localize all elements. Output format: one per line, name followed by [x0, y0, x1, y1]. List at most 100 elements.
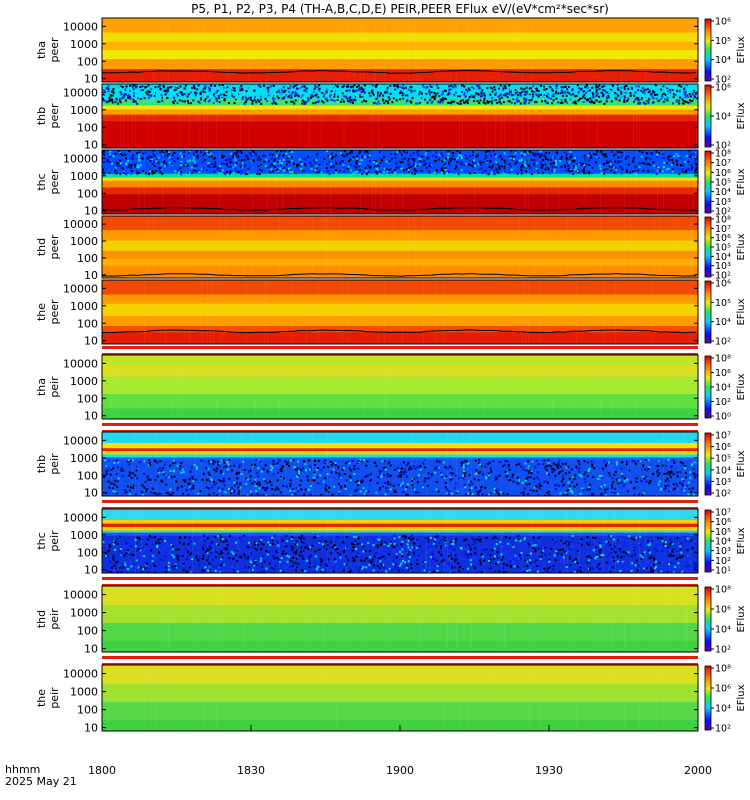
noise-pixel [647, 163, 650, 166]
noise-pixel [184, 164, 187, 167]
noise-pixel [456, 161, 459, 164]
noise-pixel [154, 86, 157, 89]
time-striation [228, 432, 229, 496]
noise-pixel [684, 158, 687, 161]
time-striation [531, 18, 532, 82]
energy-band [102, 104, 698, 110]
noise-pixel [525, 93, 528, 96]
noise-pixel [537, 93, 540, 96]
noise-pixel [474, 162, 477, 165]
noise-pixel [668, 95, 671, 98]
time-striation [279, 216, 280, 278]
noise-pixel [293, 490, 296, 493]
noise-pixel [448, 92, 451, 95]
noise-pixel [487, 493, 490, 496]
noise-pixel [223, 88, 226, 91]
noise-pixel [184, 157, 187, 160]
noise-pixel [459, 163, 462, 166]
noise-pixel [379, 473, 382, 476]
noise-pixel [486, 96, 489, 99]
noise-pixel [228, 458, 231, 461]
noise-pixel [494, 88, 497, 91]
noise-pixel [633, 157, 636, 160]
noise-pixel [616, 161, 619, 164]
noise-pixel [638, 150, 641, 153]
noise-pixel [255, 153, 258, 156]
noise-pixel [635, 477, 638, 480]
noise-pixel [555, 463, 558, 466]
noise-pixel [620, 153, 623, 156]
noise-pixel [239, 483, 242, 486]
time-striation [375, 150, 376, 214]
noise-pixel [230, 161, 233, 164]
noise-pixel [475, 469, 478, 472]
noise-pixel [342, 95, 345, 98]
noise-pixel [685, 169, 688, 172]
noise-pixel [277, 89, 280, 92]
noise-pixel [629, 481, 632, 484]
noise-pixel [433, 171, 436, 174]
time-striation [324, 216, 325, 278]
noise-pixel [157, 156, 160, 159]
noise-pixel [146, 157, 149, 160]
noise-pixel [350, 150, 353, 153]
noise-pixel [135, 467, 138, 470]
noise-pixel [198, 171, 201, 174]
noise-pixel [221, 95, 224, 98]
noise-pixel [679, 461, 682, 464]
noise-pixel [102, 99, 105, 102]
noise-pixel [356, 476, 359, 479]
noise-pixel [465, 460, 468, 463]
noise-pixel [614, 172, 617, 175]
noise-pixel [238, 463, 241, 466]
noise-pixel [366, 158, 369, 161]
noise-pixel [258, 484, 261, 487]
noise-pixel [159, 151, 162, 154]
noise-pixel [461, 476, 464, 479]
noise-pixel [125, 167, 128, 170]
noise-pixel [404, 470, 407, 473]
noise-pixel [209, 165, 212, 168]
noise-pixel [272, 84, 275, 87]
time-striation [381, 216, 382, 278]
energy-band [102, 176, 698, 181]
noise-pixel [338, 160, 341, 163]
noise-pixel [532, 544, 535, 547]
strip-top [102, 346, 698, 349]
noise-pixel [130, 88, 133, 91]
noise-pixel [118, 164, 121, 167]
noise-pixel [434, 151, 437, 154]
noise-pixel [170, 571, 173, 573]
y-tick-label: 10000 [63, 218, 98, 231]
colorbar-label: EFlux [736, 373, 747, 400]
noise-pixel [448, 101, 451, 104]
noise-pixel [561, 468, 564, 471]
noise-pixel [402, 84, 405, 87]
noise-pixel [203, 101, 206, 104]
colorbar-tick-label: 10⁴ [715, 252, 731, 263]
noise-pixel [404, 488, 407, 491]
noise-pixel [438, 460, 441, 463]
noise-pixel [514, 151, 517, 154]
noise-pixel [117, 471, 120, 474]
noise-pixel [579, 162, 582, 165]
noise-pixel [320, 540, 323, 543]
noise-pixel [686, 96, 689, 99]
noise-pixel [304, 101, 307, 104]
noise-pixel [634, 91, 637, 94]
time-striation [438, 355, 439, 419]
noise-pixel [671, 487, 674, 490]
noise-pixel [458, 102, 461, 105]
noise-pixel [572, 172, 575, 175]
noise-pixel [468, 89, 471, 92]
noise-pixel [587, 486, 590, 489]
noise-pixel [208, 87, 211, 90]
noise-pixel [239, 150, 242, 153]
noise-pixel [222, 459, 225, 462]
noise-pixel [534, 157, 537, 160]
noise-pixel [124, 99, 127, 102]
noise-pixel [588, 488, 591, 491]
noise-pixel [105, 480, 108, 483]
noise-pixel [425, 92, 428, 95]
